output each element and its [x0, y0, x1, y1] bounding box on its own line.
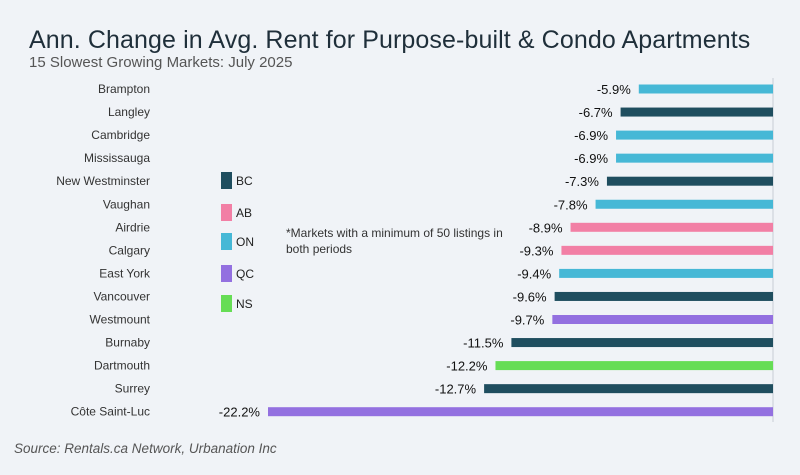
bar — [484, 384, 773, 394]
bar — [552, 315, 773, 324]
value-label: -9.3% — [519, 243, 553, 258]
value-label: -6.9% — [574, 128, 608, 143]
value-label: -5.9% — [597, 82, 631, 97]
legend-swatch-ab — [221, 204, 232, 221]
bar — [595, 199, 773, 209]
category-label: Côte Saint-Luc — [71, 405, 150, 419]
category-label: Cambridge — [91, 128, 150, 142]
legend-label-qc: QC — [236, 267, 254, 281]
source-note: Source: Rentals.ca Network, Urbanation I… — [14, 441, 277, 456]
legend-item-qc: QC — [221, 264, 281, 284]
value-label: -9.4% — [517, 266, 551, 281]
category-label: Mississauga — [84, 151, 150, 165]
legend-label-ns: NS — [236, 297, 253, 311]
category-label: East York — [99, 266, 151, 280]
chart-title: Ann. Change in Avg. Rent for Purpose-bui… — [29, 26, 751, 54]
bar — [511, 338, 773, 348]
value-label: -11.5% — [463, 336, 504, 351]
category-label: Vancouver — [94, 289, 150, 303]
legend-item-ab: AB — [221, 203, 281, 223]
category-label: Westmount — [90, 313, 151, 327]
category-label: Langley — [108, 105, 150, 119]
legend-label-ab: AB — [236, 206, 253, 220]
legend-item-bc: BC — [221, 171, 281, 191]
bar — [554, 291, 773, 301]
legend-item-on: ON — [221, 232, 281, 252]
category-label: Vaughan — [103, 197, 150, 211]
category-label: New Westminster — [56, 174, 150, 188]
value-label: -7.3% — [565, 174, 599, 189]
legend-swatch-qc — [221, 265, 232, 282]
value-label: -9.7% — [510, 313, 544, 328]
chart-note: *Markets with a minimum of 50 listings i… — [286, 226, 503, 256]
bar — [559, 268, 773, 278]
legend-swatch-ns — [221, 295, 232, 312]
legend-label-on: ON — [236, 235, 254, 249]
value-label: -8.9% — [529, 220, 563, 235]
value-label: -7.8% — [554, 197, 588, 212]
bar — [620, 107, 773, 117]
legend-swatch-on — [221, 233, 232, 250]
value-label: -12.2% — [446, 359, 488, 374]
bar — [606, 176, 773, 186]
category-label: Dartmouth — [94, 359, 150, 373]
chart-subtitle: 15 Slowest Growing Markets: July 2025 — [29, 54, 293, 71]
category-label: Burnaby — [105, 336, 150, 350]
bar — [268, 407, 773, 417]
bar — [495, 361, 773, 371]
bar — [570, 222, 773, 232]
legend-item-ns: NS — [221, 294, 281, 314]
category-label: Calgary — [109, 243, 150, 257]
category-label: Airdrie — [115, 220, 150, 234]
legend-swatch-bc — [221, 172, 232, 189]
value-label: -6.9% — [574, 151, 608, 166]
category-label: Surrey — [115, 382, 150, 396]
legend-label-bc: BC — [236, 174, 253, 188]
value-label: -12.7% — [435, 382, 477, 397]
bar — [616, 153, 773, 163]
value-label: -9.6% — [513, 289, 547, 304]
category-label: Brampton — [98, 82, 150, 96]
bar — [616, 130, 773, 140]
bar — [561, 245, 773, 255]
value-label: -6.7% — [579, 105, 613, 120]
bar — [638, 84, 773, 94]
value-label: -22.2% — [219, 405, 261, 420]
